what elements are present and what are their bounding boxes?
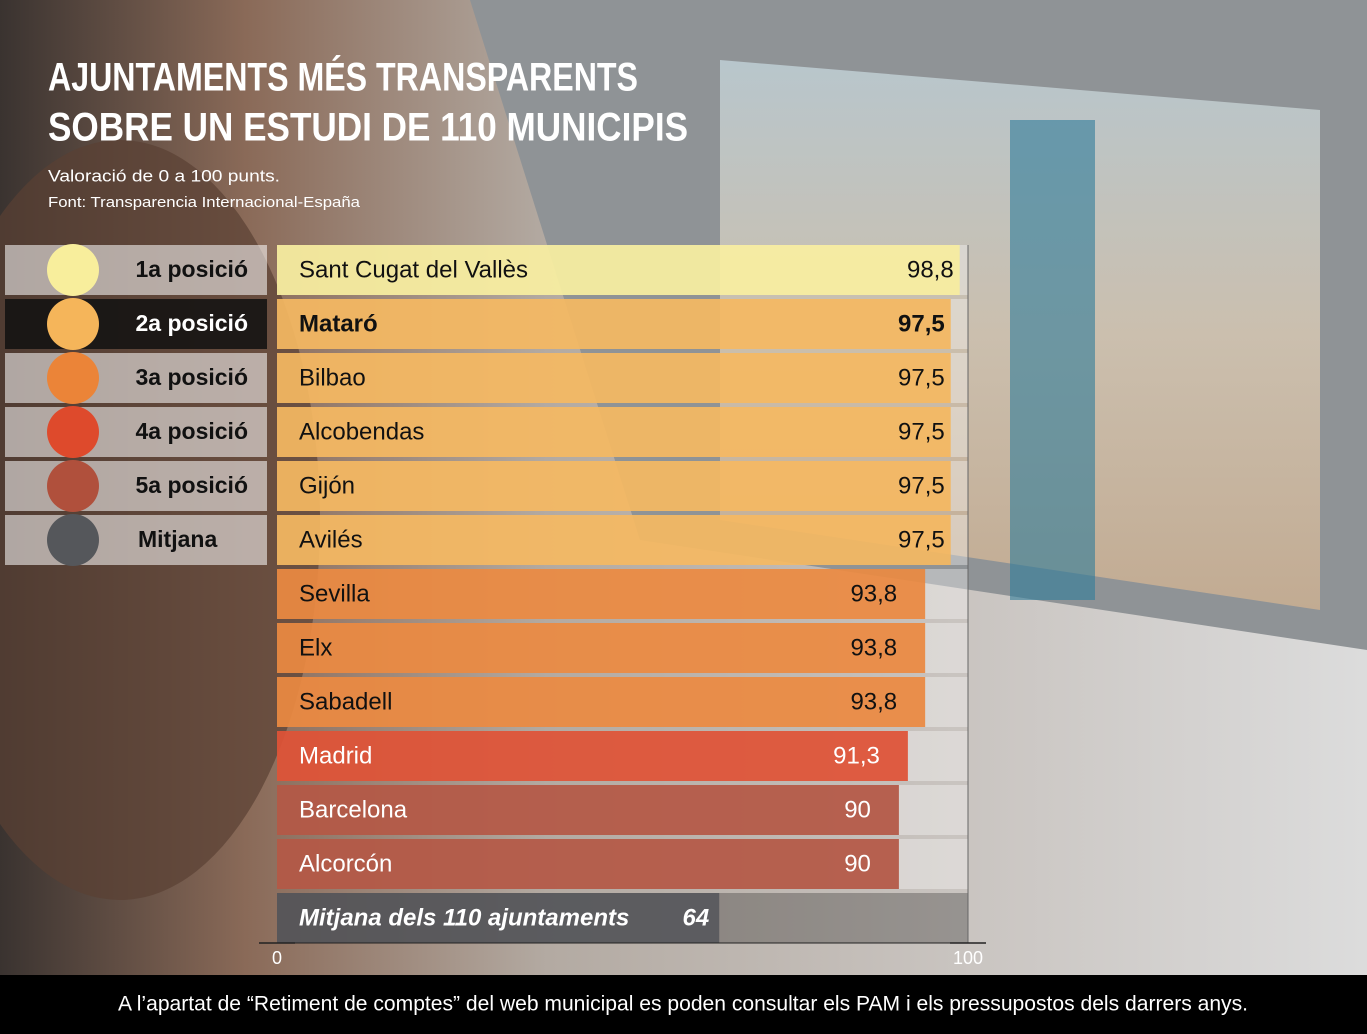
category-label: Gijón	[299, 472, 355, 499]
legend-swatch	[47, 352, 99, 404]
legend-label: 3a posició	[136, 364, 248, 390]
value-label: 64	[683, 904, 710, 931]
x-tick-label: 0	[272, 948, 282, 968]
value-label: 97,5	[898, 364, 945, 391]
bar	[277, 569, 926, 619]
value-label: 93,8	[850, 634, 897, 661]
category-label: Barcelona	[299, 796, 408, 823]
footer-band	[0, 975, 1367, 1034]
bar	[277, 785, 899, 835]
bar	[277, 515, 951, 565]
bar	[277, 407, 951, 457]
legend-label: Mitjana	[138, 526, 217, 552]
value-label: 93,8	[850, 580, 897, 607]
value-label: 93,8	[850, 688, 897, 715]
category-label: Elx	[299, 634, 332, 661]
legend-row	[5, 515, 267, 565]
footnote: A l’apartat de “Retiment de comptes” del…	[118, 993, 1248, 1016]
legend-swatch	[47, 298, 99, 350]
bar	[277, 299, 951, 349]
category-label: Alcorcón	[299, 850, 392, 877]
category-label: Sant Cugat del Vallès	[299, 256, 528, 283]
chart-title: SOBRE UN ESTUDI DE 110 MUNICIPIS	[48, 106, 688, 150]
value-label: 97,5	[898, 472, 945, 499]
category-label: Mataró	[299, 310, 378, 337]
legend-swatch	[47, 244, 99, 296]
bar	[277, 731, 908, 781]
value-label: 97,5	[898, 418, 945, 445]
legend-label: 4a posició	[136, 418, 248, 444]
value-label: 90	[844, 850, 871, 877]
category-label: Sabadell	[299, 688, 392, 715]
bar	[277, 353, 951, 403]
value-label: 97,5	[898, 310, 945, 337]
subtitle: Valoració de 0 a 100 punts.	[48, 166, 280, 185]
web-sidebar	[1010, 120, 1095, 600]
value-label: 90	[844, 796, 871, 823]
value-label: 97,5	[898, 526, 945, 553]
bar	[277, 893, 720, 943]
category-label: Alcobendas	[299, 418, 424, 445]
category-label: Mitjana dels 110 ajuntaments	[299, 904, 629, 931]
title-group: AJUNTAMENTS MÉS TRANSPARENTS SOBRE UN EST…	[48, 55, 688, 150]
x-tick-label: 100	[953, 948, 983, 968]
value-label: 98,8	[907, 256, 954, 283]
legend-label: 5a posició	[136, 472, 248, 498]
legend-label: 1a posició	[136, 256, 248, 282]
legend-swatch	[47, 514, 99, 566]
category-label: Avilés	[299, 526, 363, 553]
legend-label: 2a posició	[136, 310, 248, 336]
chart-title: AJUNTAMENTS MÉS TRANSPARENTS	[48, 55, 638, 100]
category-label: Sevilla	[299, 580, 370, 607]
bar	[277, 623, 926, 673]
legend-swatch	[47, 460, 99, 512]
value-label: 91,3	[833, 742, 880, 769]
source: Font: Transparencia Internacional-España	[48, 194, 361, 211]
bar	[277, 677, 926, 727]
bar	[277, 461, 951, 511]
category-label: Madrid	[299, 742, 372, 769]
bar	[277, 245, 960, 295]
bar	[277, 839, 899, 889]
legend-swatch	[47, 406, 99, 458]
category-label: Bilbao	[299, 364, 366, 391]
